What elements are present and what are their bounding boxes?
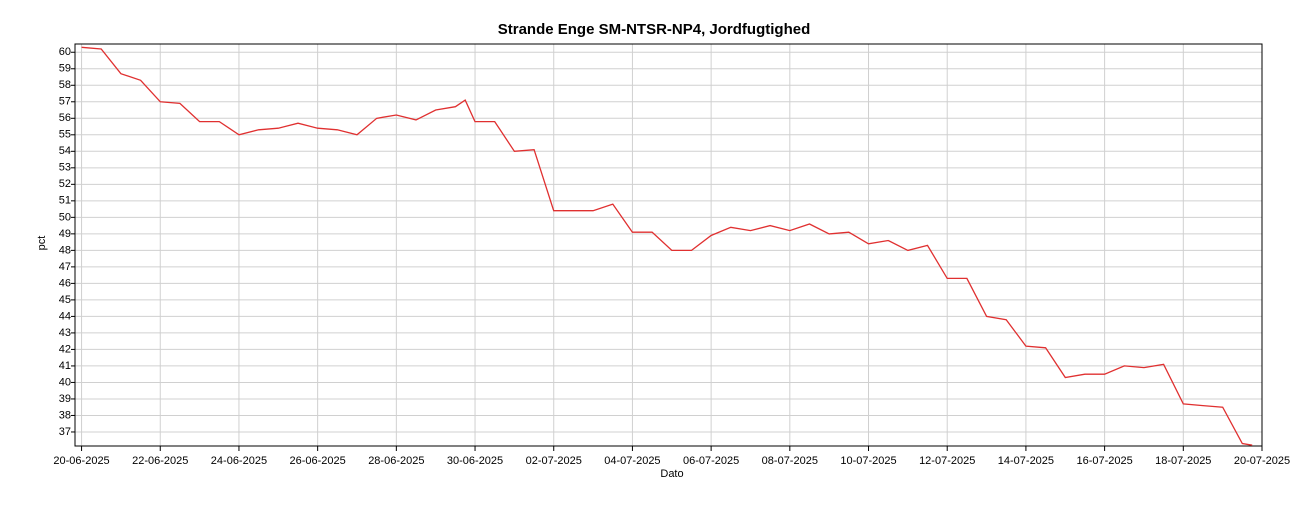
y-tick-label: 58 — [59, 79, 71, 91]
data-line — [81, 46, 1253, 446]
y-tick-label: 53 — [59, 162, 71, 174]
y-tick-label: 44 — [59, 310, 71, 322]
y-tick-label: 59 — [59, 63, 71, 75]
y-tick-label: 40 — [59, 376, 71, 388]
x-tick-label: 12-07-2025 — [919, 455, 975, 467]
y-tick-label: 46 — [59, 277, 71, 289]
y-tick-label: 57 — [59, 96, 71, 108]
y-tick-label: 42 — [59, 343, 71, 355]
y-tick-label: 55 — [59, 129, 71, 141]
y-tick-label: 50 — [59, 211, 71, 223]
y-axis-label: pct — [36, 236, 48, 251]
y-tick-label: 48 — [59, 244, 71, 256]
x-tick-label: 24-06-2025 — [211, 455, 267, 467]
x-tick-label: 04-07-2025 — [604, 455, 660, 467]
y-tick-label: 47 — [59, 261, 71, 273]
y-tick-label: 38 — [59, 409, 71, 421]
x-tick-label: 30-06-2025 — [447, 455, 503, 467]
plot-frame — [74, 43, 1263, 447]
y-tick-label: 41 — [59, 360, 71, 372]
y-tick-label: 49 — [59, 228, 71, 240]
x-tick-label: 02-07-2025 — [526, 455, 582, 467]
chart-title: Strande Enge SM-NTSR-NP4, Jordfugtighed — [498, 21, 811, 38]
x-tick-label: 18-07-2025 — [1155, 455, 1211, 467]
y-tick-label: 54 — [59, 145, 71, 157]
y-tick-label: 45 — [59, 294, 71, 306]
y-tick-label: 43 — [59, 327, 71, 339]
y-tick-label: 52 — [59, 178, 71, 190]
x-tick-label: 10-07-2025 — [840, 455, 896, 467]
y-tick-label: 39 — [59, 393, 71, 405]
x-tick-label: 14-07-2025 — [998, 455, 1054, 467]
x-tick-label: 06-07-2025 — [683, 455, 739, 467]
x-tick-label: 20-07-2025 — [1234, 455, 1290, 467]
y-tick-label: 60 — [59, 46, 71, 58]
x-tick-label: 26-06-2025 — [290, 455, 346, 467]
x-tick-label: 28-06-2025 — [368, 455, 424, 467]
x-axis-label: Dato — [660, 468, 683, 480]
x-tick-label: 20-06-2025 — [53, 455, 109, 467]
x-tick-label: 08-07-2025 — [762, 455, 818, 467]
x-tick-label: 16-07-2025 — [1076, 455, 1132, 467]
x-tick-label: 22-06-2025 — [132, 455, 188, 467]
y-tick-label: 51 — [59, 195, 71, 207]
y-tick-label: 37 — [59, 426, 71, 438]
y-tick-label: 56 — [59, 112, 71, 124]
